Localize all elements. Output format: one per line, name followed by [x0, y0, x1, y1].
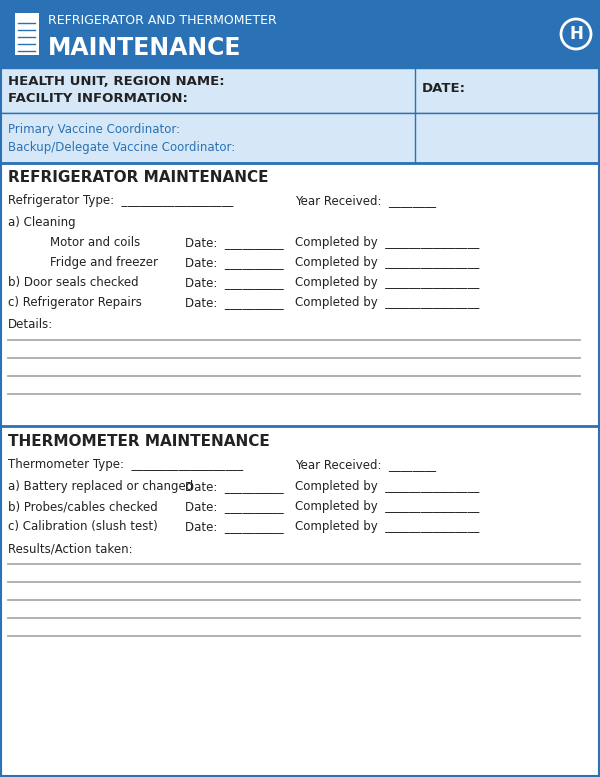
Text: Completed by  ________________: Completed by ________________	[295, 520, 479, 533]
Text: HEALTH UNIT, REGION NAME:: HEALTH UNIT, REGION NAME:	[8, 75, 224, 88]
Text: H: H	[569, 25, 583, 43]
Text: a) Cleaning: a) Cleaning	[8, 216, 76, 229]
Text: Completed by  ________________: Completed by ________________	[295, 256, 479, 269]
Bar	[15, 13, 39, 55]
Text: Thermometer Type:  ___________________: Thermometer Type: ___________________	[8, 458, 243, 471]
Text: Backup/Delegate Vaccine Coordinator:: Backup/Delegate Vaccine Coordinator:	[8, 141, 235, 154]
Text: a) Battery replaced or changed: a) Battery replaced or changed	[8, 480, 193, 493]
Text: Completed by  ________________: Completed by ________________	[295, 500, 479, 513]
Bar	[0, 113, 600, 163]
Text: Details:: Details:	[8, 318, 53, 331]
Text: c) Calibration (slush test): c) Calibration (slush test)	[8, 520, 158, 533]
Text: Year Received:  ________: Year Received: ________	[295, 458, 436, 471]
Bar	[0, 0, 600, 68]
Text: Results/Action taken:: Results/Action taken:	[8, 542, 133, 555]
Text: Primary Vaccine Coordinator:: Primary Vaccine Coordinator:	[8, 123, 180, 136]
Text: Refrigerator Type:  ___________________: Refrigerator Type: ___________________	[8, 194, 233, 207]
Text: Completed by  ________________: Completed by ________________	[295, 236, 479, 249]
Text: b) Probes/cables checked: b) Probes/cables checked	[8, 500, 158, 513]
Text: FACILITY INFORMATION:: FACILITY INFORMATION:	[8, 92, 188, 105]
Text: Fridge and freezer: Fridge and freezer	[50, 256, 158, 269]
Text: c) Refrigerator Repairs: c) Refrigerator Repairs	[8, 296, 142, 309]
Text: Date:  __________: Date: __________	[185, 276, 284, 289]
Text: Date:  __________: Date: __________	[185, 256, 284, 269]
Bar	[0, 68, 600, 113]
Text: Year Received:  ________: Year Received: ________	[295, 194, 436, 207]
Text: Motor and coils: Motor and coils	[50, 236, 140, 249]
Text: Date:  __________: Date: __________	[185, 500, 284, 513]
Text: REFRIGERATOR AND THERMOMETER: REFRIGERATOR AND THERMOMETER	[48, 14, 277, 27]
Text: b) Door seals checked: b) Door seals checked	[8, 276, 139, 289]
Text: MAINTENANCE: MAINTENANCE	[48, 36, 241, 60]
Text: Completed by  ________________: Completed by ________________	[295, 276, 479, 289]
Text: Date:  __________: Date: __________	[185, 480, 284, 493]
Text: Date:  __________: Date: __________	[185, 236, 284, 249]
Text: DATE:: DATE:	[422, 82, 466, 95]
Text: REFRIGERATOR MAINTENANCE: REFRIGERATOR MAINTENANCE	[8, 170, 269, 185]
Text: Completed by  ________________: Completed by ________________	[295, 296, 479, 309]
Text: THERMOMETER MAINTENANCE: THERMOMETER MAINTENANCE	[8, 434, 270, 449]
Text: Completed by  ________________: Completed by ________________	[295, 480, 479, 493]
Text: Date:  __________: Date: __________	[185, 296, 284, 309]
Text: Date:  __________: Date: __________	[185, 520, 284, 533]
